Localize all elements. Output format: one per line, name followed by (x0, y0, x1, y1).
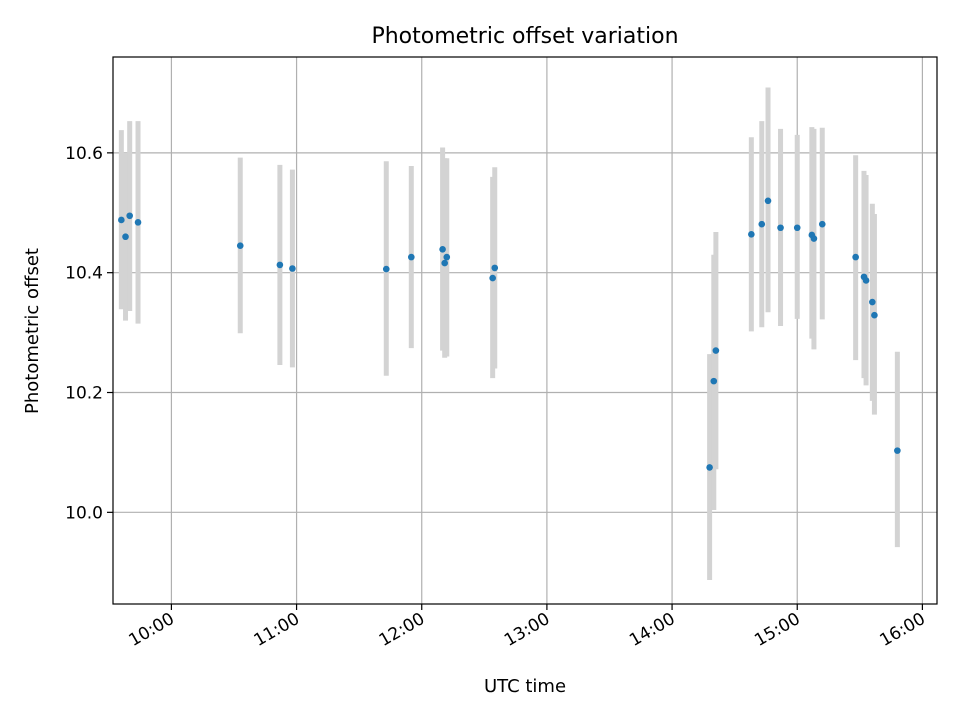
data-points (118, 197, 901, 471)
y-tick-label: 10.0 (65, 503, 103, 523)
y-axis-ticks: 10.0 10.2 10.4 10.6 (65, 144, 113, 523)
data-point (764, 197, 772, 205)
data-point (126, 212, 133, 220)
data-point (276, 261, 284, 269)
data-point (852, 253, 859, 261)
data-point (491, 264, 499, 272)
data-point (862, 277, 870, 284)
data-point (869, 298, 876, 306)
data-point (710, 377, 718, 385)
data-point (748, 231, 755, 238)
data-point (894, 447, 901, 454)
data-point (382, 265, 390, 273)
data-point (289, 265, 296, 272)
data-point (810, 235, 818, 242)
data-point (236, 242, 244, 250)
data-point (706, 464, 713, 471)
data-point (122, 233, 129, 241)
data-point (439, 246, 446, 253)
data-point (489, 274, 496, 282)
data-point (777, 224, 784, 232)
data-point (758, 220, 766, 228)
y-tick-label: 10.2 (65, 384, 103, 404)
chart-title: Photometric offset variation (371, 24, 678, 49)
data-point (712, 347, 720, 354)
data-point (134, 219, 142, 226)
y-tick-label: 10.4 (65, 264, 103, 284)
data-point (118, 216, 125, 224)
y-axis-label: Photometric offset (22, 248, 43, 414)
plot-frame (112, 56, 938, 605)
data-point (443, 253, 451, 261)
data-point (793, 224, 801, 232)
y-tick-label: 10.6 (65, 144, 103, 164)
data-point (818, 220, 826, 228)
data-point (408, 253, 415, 261)
data-point (441, 259, 448, 267)
x-axis-label: UTC time (484, 676, 566, 697)
data-point (871, 311, 878, 319)
